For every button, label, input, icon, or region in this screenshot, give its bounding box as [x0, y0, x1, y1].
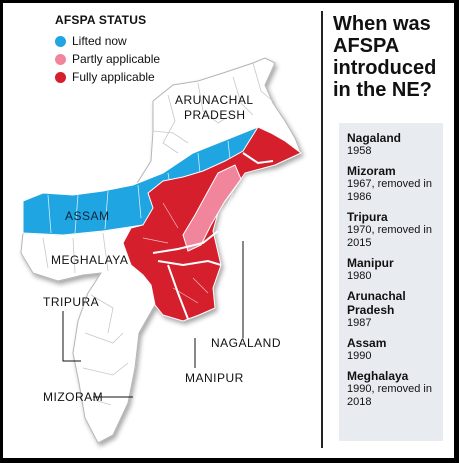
panel-divider: [321, 11, 323, 448]
entry-state: Nagaland: [347, 131, 402, 145]
panel-title: When was AFSPA introduced in the NE?: [333, 13, 437, 101]
northeast-map: [20, 57, 302, 444]
legend-item-partly: Partly applicable: [55, 51, 160, 67]
infographic-frame: AFSPA STATUS Lifted now Partly applicabl…: [3, 3, 454, 458]
legend-swatch-fully: [55, 71, 66, 83]
timeline-entry: Arunachal Pradesh 1987: [347, 289, 443, 330]
entry-state: Manipur: [347, 256, 394, 270]
red-district-lines: [142, 192, 234, 304]
timeline-entry: Mizoram 1967, removed in 1986: [347, 164, 443, 204]
label-assam: ASSAM: [65, 209, 110, 223]
label-manipur: MANIPUR: [185, 371, 244, 385]
timeline-box: Nagaland 1958 Mizoram 1967, removed in 1…: [339, 123, 443, 441]
legend-swatch-partly: [55, 53, 66, 65]
legend-swatch-lifted: [55, 35, 66, 47]
timeline-entry: Meghalaya 1990, removed in 2018: [347, 369, 443, 409]
entry-detail: 1987: [347, 317, 372, 329]
entry-state: Assam: [347, 336, 387, 350]
legend-title: AFSPA STATUS: [55, 13, 147, 27]
entry-detail: 1990: [347, 350, 372, 362]
legend-label-lifted: Lifted now: [72, 34, 127, 48]
label-arunachal-line2: PRADESH: [184, 108, 246, 122]
label-arunachal-line1: ARUNACHAL: [175, 93, 254, 107]
entry-detail: 1990, removed in 2018: [347, 383, 432, 408]
district-lines: [42, 62, 276, 406]
label-nagaland: NAGALAND: [211, 336, 282, 350]
legend-label-fully: Fully applicable: [72, 70, 155, 84]
entry-detail: 1967, removed in 1986: [347, 178, 432, 203]
label-meghalaya: MEGHALAYA: [51, 253, 129, 267]
leader-lines: [62, 241, 244, 398]
map-area: AFSPA STATUS Lifted now Partly applicabl…: [3, 3, 323, 458]
entry-state: Tripura: [347, 210, 388, 224]
legend-label-partly: Partly applicable: [72, 52, 161, 66]
timeline-entry: Tripura 1970, removed in 2015: [347, 210, 443, 250]
timeline-entry: Nagaland 1958: [347, 131, 443, 158]
region-partly-applicable: [182, 164, 242, 252]
legend-item-fully: Fully applicable: [55, 69, 155, 85]
timeline-entry: Manipur 1980: [347, 256, 443, 283]
label-tripura: TRIPURA: [43, 295, 100, 309]
legend-item-lifted: Lifted now: [55, 33, 127, 49]
entry-state: Meghalaya: [347, 369, 409, 383]
entry-detail: 1958: [347, 145, 372, 157]
entry-detail: 1980: [347, 270, 372, 282]
state-boundaries: [152, 152, 274, 320]
timeline-entry: Assam 1990: [347, 336, 443, 363]
entry-detail: 1970, removed in 2015: [347, 224, 432, 249]
entry-state: Arunachal Pradesh: [347, 289, 406, 317]
entry-state: Mizoram: [347, 164, 396, 178]
label-mizoram: MIZORAM: [43, 390, 104, 404]
